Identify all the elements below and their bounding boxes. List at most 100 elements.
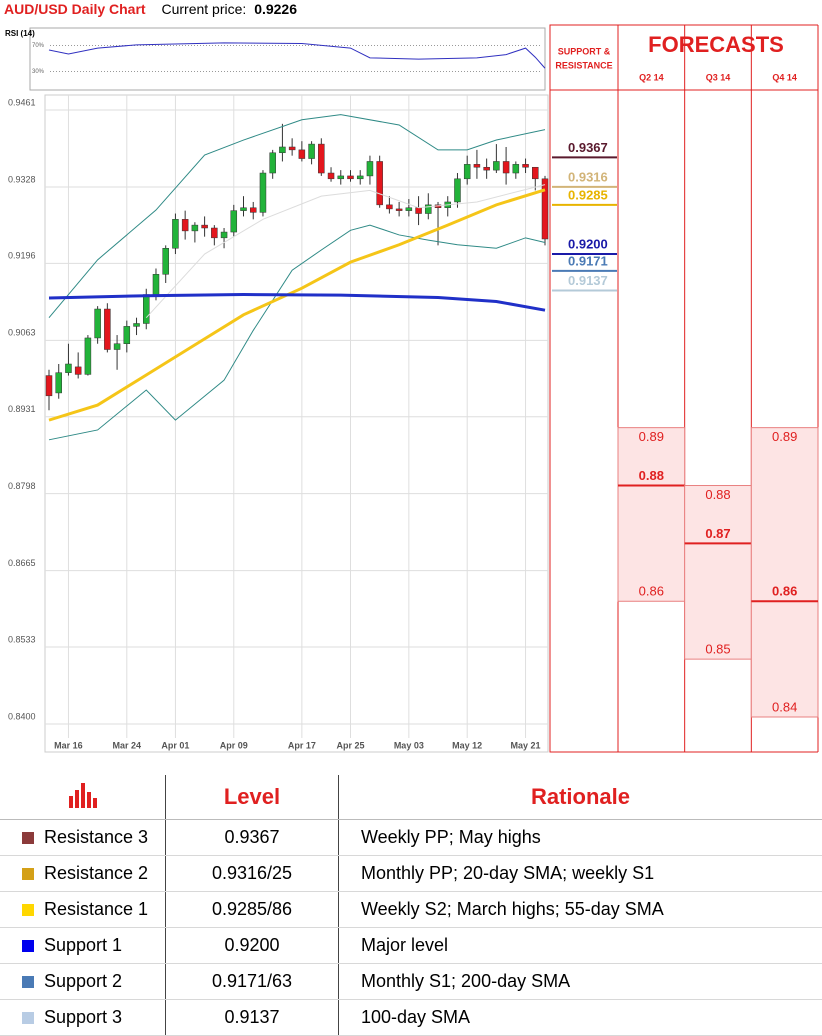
level-value: 0.9316/25: [165, 855, 339, 892]
icon-cell: [0, 775, 166, 820]
forecast-range: [750, 427, 819, 718]
x-tick-label: Apr 09: [220, 740, 248, 750]
candle-body: [181, 219, 189, 232]
candle-body: [356, 175, 364, 180]
forecast-column-label: Q2 14: [639, 72, 664, 82]
swatch: [22, 1012, 34, 1024]
forecast-column-label: Q3 14: [706, 72, 731, 82]
level-name: Resistance 3: [44, 827, 149, 847]
candle-body: [123, 326, 131, 344]
levels-panel: [549, 24, 619, 753]
table-row: Support 1 0.9200 Major level: [0, 927, 822, 964]
rationale-header: Rationale: [338, 775, 822, 820]
forecast-mid-label: 0.88: [639, 468, 664, 483]
table-row: Support 2 0.9171/63 Monthly S1; 200-day SM…: [0, 963, 822, 1000]
y-tick-label: 0.8400: [8, 711, 36, 721]
level-name: Resistance 2: [44, 863, 149, 883]
candle-body: [74, 366, 82, 375]
level-header: Level: [165, 775, 339, 820]
rsi-panel: [29, 27, 546, 91]
y-tick-label: 0.9461: [8, 97, 36, 107]
candle-body: [220, 231, 228, 239]
candle-body: [298, 149, 306, 159]
candle-body: [152, 274, 160, 295]
level-name: Support 2: [44, 971, 123, 991]
candle-body: [337, 175, 345, 180]
candle-body: [240, 207, 247, 211]
swatch: [22, 940, 34, 952]
table-row: Support 3 0.9137 100-day SMA: [0, 999, 822, 1036]
candle-body: [55, 372, 62, 394]
candle-body: [366, 161, 374, 177]
swatch: [22, 832, 34, 844]
candle-body: [512, 164, 520, 174]
name-cell: Support 2: [0, 963, 166, 1000]
swatch: [22, 904, 34, 916]
candle-body: [230, 210, 238, 233]
candle-body: [425, 204, 432, 214]
forecast-low-label: 0.86: [639, 584, 664, 599]
level-label: 0.9137: [568, 273, 608, 288]
y-tick-label: 0.8798: [8, 481, 36, 491]
level-name: Support 1: [44, 935, 123, 955]
y-tick-label: 0.8533: [8, 634, 36, 644]
forecast-range: [617, 427, 686, 602]
level-value: 0.9200: [165, 927, 339, 964]
candle-body: [386, 204, 393, 210]
name-cell: Resistance 1: [0, 891, 166, 928]
candle-body: [454, 178, 461, 203]
candle-body: [269, 152, 276, 174]
candle-body: [532, 166, 539, 180]
x-tick-label: Apr 17: [288, 740, 316, 750]
candle-body: [104, 308, 111, 350]
x-tick-label: May 21: [511, 740, 541, 750]
table-row: Resistance 3 0.9367 Weekly PP; May highs: [0, 819, 822, 856]
overlay-line: [48, 293, 546, 312]
name-cell: Resistance 2: [0, 855, 166, 892]
y-tick-label: 0.9063: [8, 328, 36, 338]
level-label: 0.9367: [568, 140, 608, 155]
swatch: [22, 976, 34, 988]
candle-body: [45, 375, 53, 397]
overlay-line: [48, 114, 546, 319]
candle-body: [65, 363, 72, 373]
x-tick-label: Apr 25: [336, 740, 364, 750]
forecast-range: [684, 485, 752, 660]
current-price: 0.9226: [254, 1, 297, 17]
candle-body: [172, 219, 179, 249]
rationale: Weekly S2; March highs; 55-day SMA: [338, 891, 822, 928]
rsi-tick-label: 30%: [32, 69, 45, 75]
name-cell: Resistance 3: [0, 819, 166, 856]
candle-body: [113, 343, 121, 350]
table-header: Level Rationale: [0, 775, 822, 820]
y-tick-label: 0.8665: [8, 558, 36, 568]
y-tick-label: 0.9328: [8, 174, 36, 184]
rationale: Monthly PP; 20-day SMA; weekly S1: [338, 855, 822, 892]
candle-body: [84, 337, 92, 375]
forecast-high-label: 0.89: [639, 429, 664, 444]
level-label: 0.9285: [568, 187, 608, 202]
candle-body: [415, 207, 422, 214]
candle-body: [143, 294, 150, 324]
level-value: 0.9285/86: [165, 891, 339, 928]
candle-body: [463, 164, 471, 180]
candle-body: [483, 166, 490, 171]
rsi-tick-label: 70%: [32, 43, 45, 49]
forecasts-title: FORECASTS: [648, 32, 784, 57]
level-label: 0.9171: [568, 253, 608, 268]
levels-title: SUPPORT &: [558, 46, 611, 56]
table-row: Resistance 2 0.9316/25 Monthly PP; 20-day …: [0, 855, 822, 892]
candle-body: [473, 164, 481, 168]
rationale: Major level: [338, 927, 822, 964]
rationale: Weekly PP; May highs: [338, 819, 822, 856]
forecast-low-label: 0.84: [772, 699, 797, 714]
x-tick-label: May 03: [394, 740, 424, 750]
candle-body: [502, 161, 510, 174]
candle-body: [405, 207, 413, 211]
candle-body: [376, 161, 383, 206]
forecast-low-label: 0.85: [705, 642, 730, 657]
x-tick-label: Mar 16: [54, 740, 83, 750]
candle-body: [162, 248, 169, 275]
candle-body: [522, 164, 529, 168]
